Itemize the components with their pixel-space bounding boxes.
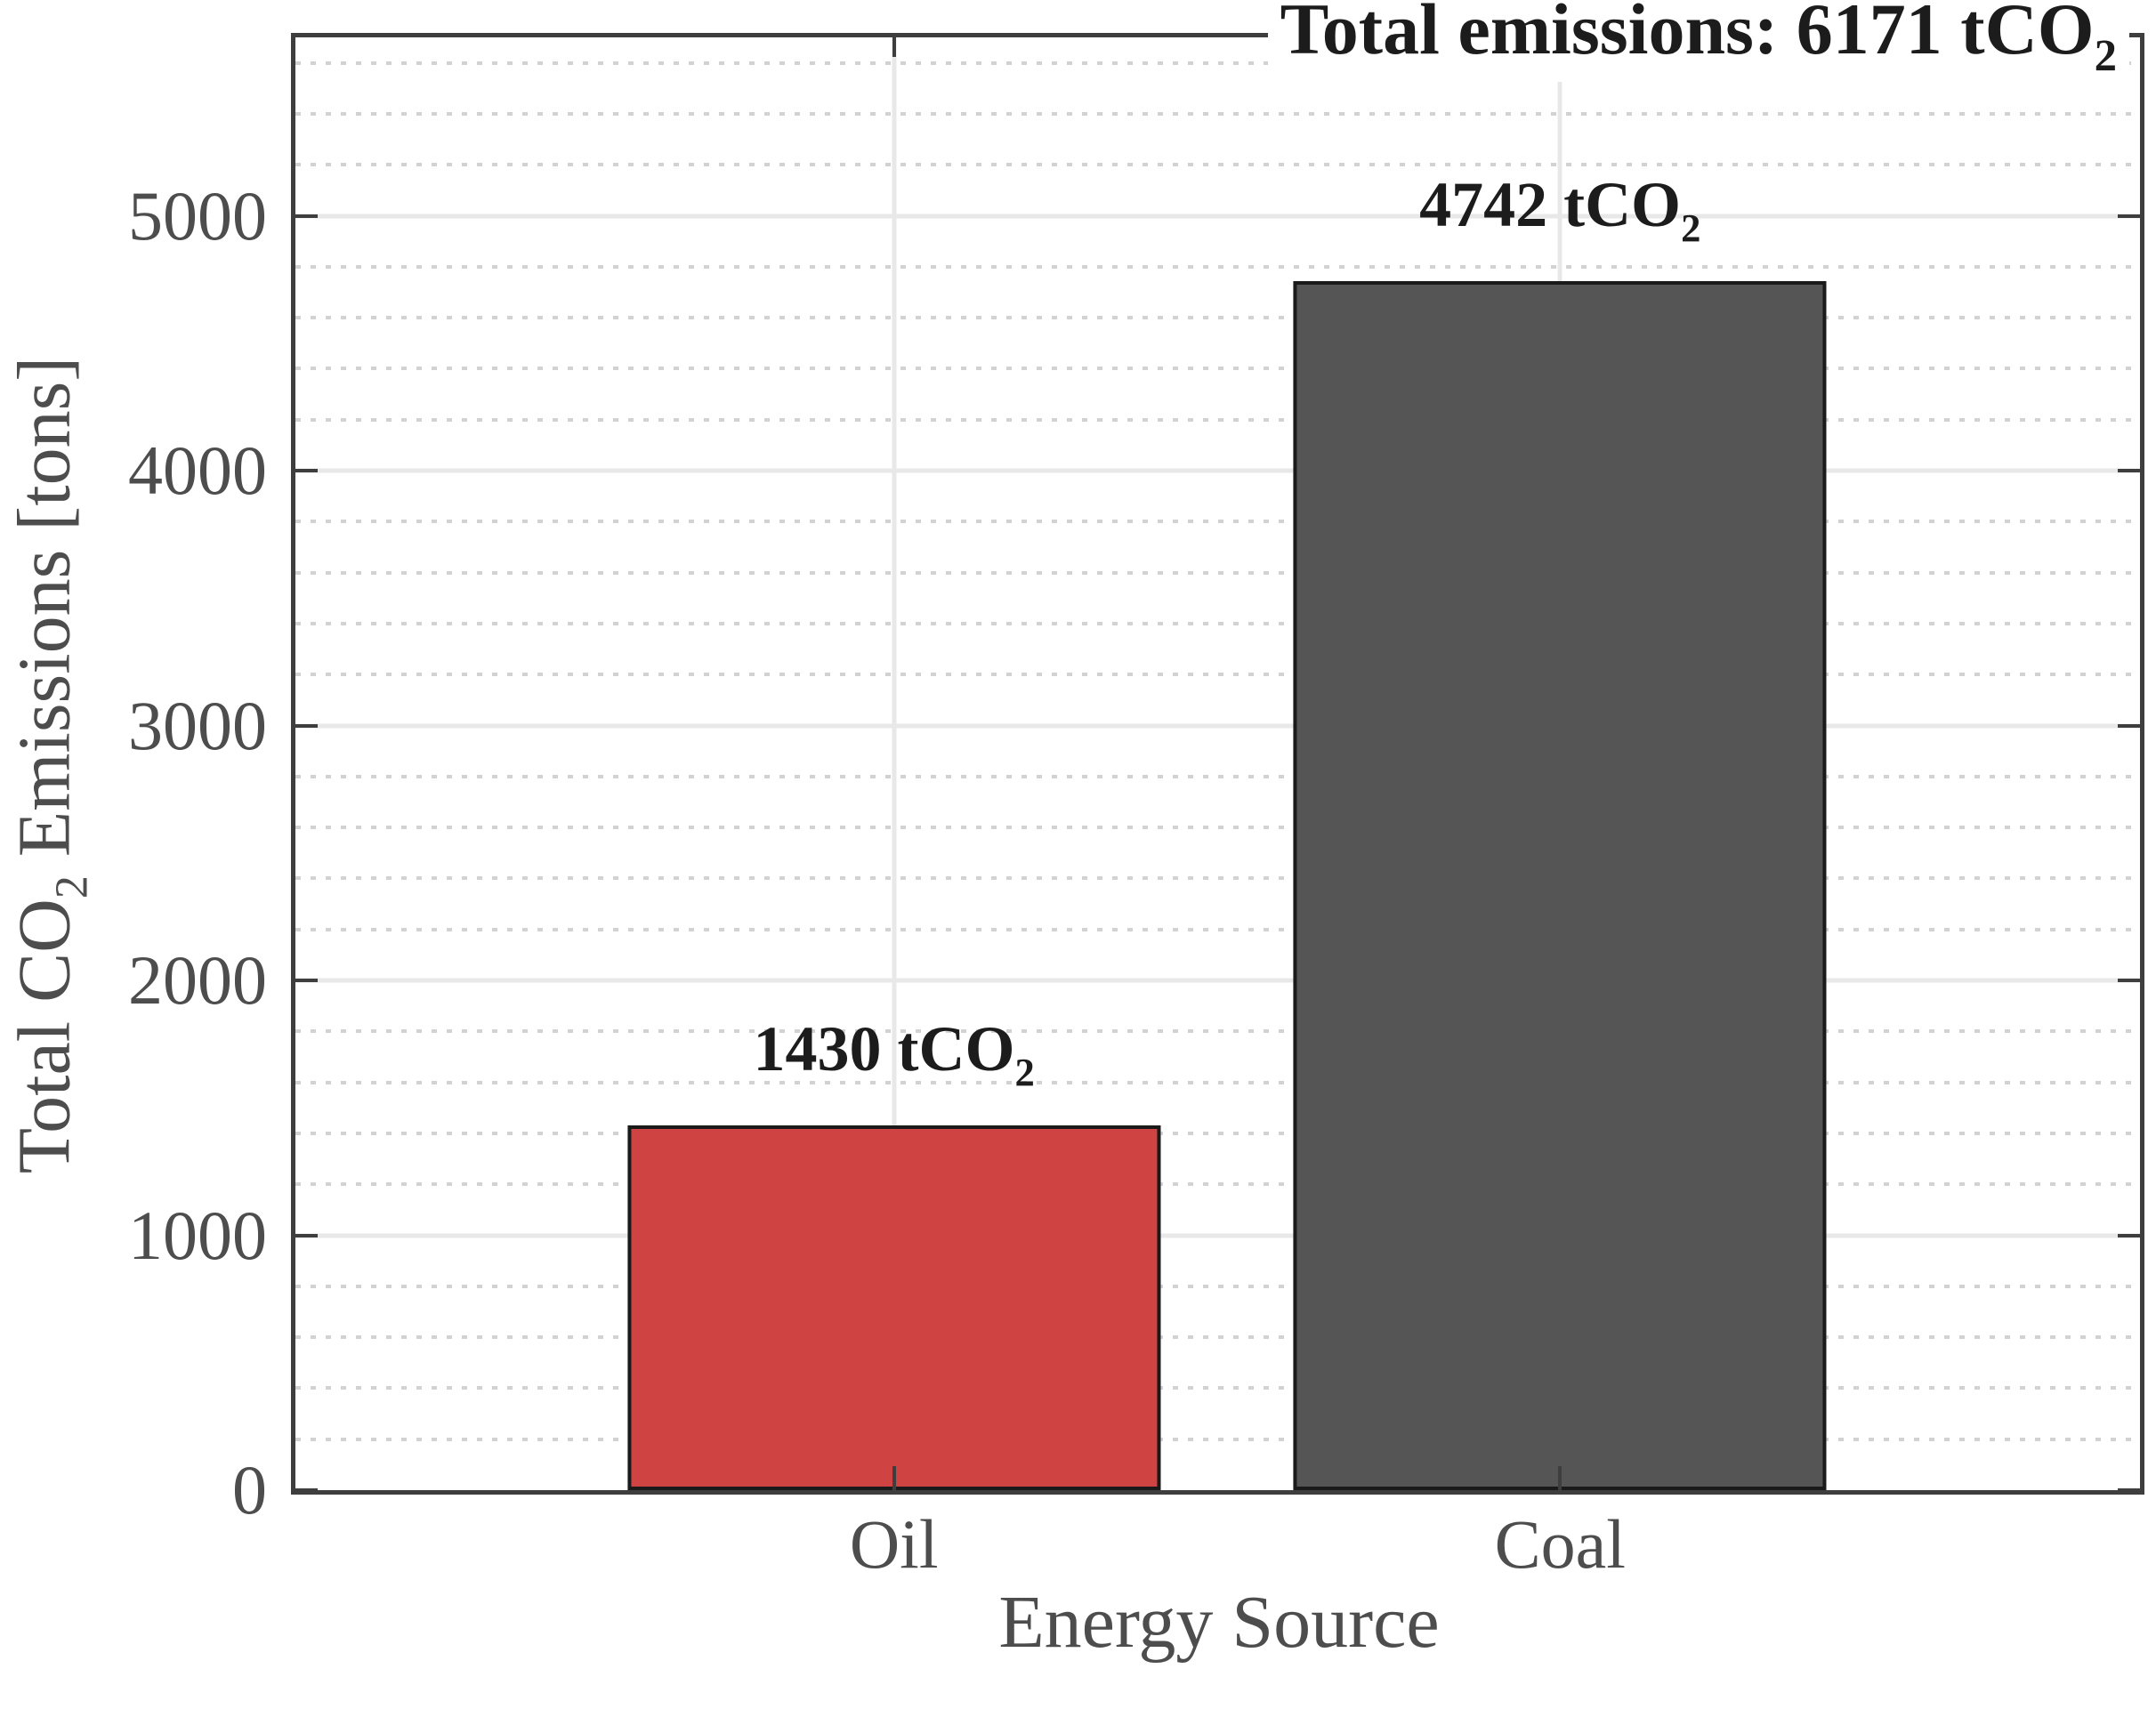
bar-coal bbox=[1293, 281, 1827, 1490]
y-tick-left bbox=[295, 1488, 318, 1492]
y-tick-right bbox=[2118, 214, 2140, 218]
y-minor-gridline bbox=[295, 163, 2140, 167]
y-minor-gridline bbox=[295, 1029, 2140, 1034]
y-tick-right bbox=[2118, 1488, 2140, 1492]
bar-value-main: 4742 tCO bbox=[1419, 168, 1682, 240]
y-minor-gridline bbox=[295, 570, 2140, 575]
y-minor-gridline bbox=[295, 1437, 2140, 1441]
bar-value-label: 4742 tCO2 bbox=[1419, 173, 1700, 248]
y-minor-gridline bbox=[295, 316, 2140, 320]
y-major-gridline bbox=[295, 468, 2140, 473]
x-tick-bottom bbox=[1558, 1466, 1562, 1490]
chart-title: Total emissions: 6171 tCO2 bbox=[1267, 0, 2129, 82]
y-major-gridline bbox=[295, 723, 2140, 729]
y-minor-gridline bbox=[295, 876, 2140, 881]
x-tick-bottom bbox=[892, 1466, 896, 1490]
y-tick-left bbox=[295, 723, 318, 728]
y-minor-gridline bbox=[295, 60, 2140, 65]
y-minor-gridline bbox=[295, 927, 2140, 931]
bar-oil bbox=[627, 1125, 1161, 1490]
y-tick-label: 2000 bbox=[128, 941, 267, 1020]
y-tick-left bbox=[295, 1233, 318, 1237]
y-tick-label: 5000 bbox=[128, 176, 267, 254]
y-tick-label: 0 bbox=[232, 1451, 267, 1528]
y-major-gridline bbox=[295, 1233, 2140, 1237]
y-minor-gridline bbox=[295, 367, 2140, 371]
y-tick-label: 4000 bbox=[128, 431, 267, 510]
chart-title-subscript: 2 bbox=[2094, 30, 2117, 81]
y-minor-gridline bbox=[295, 1284, 2140, 1288]
y-axis-label-subscript: 2 bbox=[46, 875, 98, 899]
y-tick-right bbox=[2118, 723, 2140, 728]
x-tick-top bbox=[892, 37, 896, 57]
y-tick-right bbox=[2118, 979, 2140, 983]
y-minor-gridline bbox=[295, 417, 2140, 422]
x-major-gridline bbox=[892, 37, 897, 1490]
y-tick-label: 3000 bbox=[128, 686, 267, 764]
y-axis-label-pre: Total CO bbox=[3, 899, 86, 1174]
bar-value-main: 1430 tCO bbox=[753, 1012, 1015, 1084]
y-minor-gridline bbox=[295, 111, 2140, 116]
x-axis-label: Energy Source bbox=[998, 1581, 1440, 1664]
y-minor-gridline bbox=[295, 1080, 2140, 1084]
y-minor-gridline bbox=[295, 1131, 2140, 1135]
y-minor-gridline bbox=[295, 1386, 2140, 1391]
y-tick-right bbox=[2118, 469, 2140, 473]
bar-value-subscript: 2 bbox=[1014, 1049, 1035, 1094]
y-minor-gridline bbox=[295, 774, 2140, 778]
y-major-gridline bbox=[295, 214, 2140, 219]
tick-layer bbox=[295, 37, 2140, 1492]
y-axis-label: Total CO2 Emissions [tons] bbox=[4, 357, 98, 1174]
y-minor-gridline bbox=[295, 1182, 2140, 1187]
y-minor-gridline bbox=[295, 826, 2140, 830]
y-minor-gridline bbox=[295, 1335, 2140, 1340]
x-tick-label-coal: Coal bbox=[1494, 1505, 1626, 1583]
y-tick-left bbox=[295, 214, 318, 218]
y-tick-left bbox=[295, 469, 318, 473]
y-tick-left bbox=[295, 979, 318, 983]
chart-title-main: Total emissions: 6171 tCO bbox=[1280, 0, 2095, 69]
y-axis-label-post: Emissions [tons] bbox=[3, 356, 86, 876]
y-tick-right bbox=[2118, 1233, 2140, 1237]
y-major-gridline bbox=[295, 978, 2140, 983]
y-minor-gridline bbox=[295, 520, 2140, 524]
y-tick-label: 1000 bbox=[128, 1196, 267, 1274]
y-minor-gridline bbox=[295, 673, 2140, 677]
bar-value-label: 1430 tCO2 bbox=[754, 1017, 1035, 1092]
y-minor-gridline bbox=[295, 264, 2140, 269]
y-minor-gridline bbox=[295, 621, 2140, 625]
bar-value-subscript: 2 bbox=[1681, 205, 1701, 250]
x-tick-label-oil: Oil bbox=[849, 1505, 939, 1583]
plot-area: 1430 tCO2 4742 tCO2 bbox=[291, 33, 2144, 1495]
